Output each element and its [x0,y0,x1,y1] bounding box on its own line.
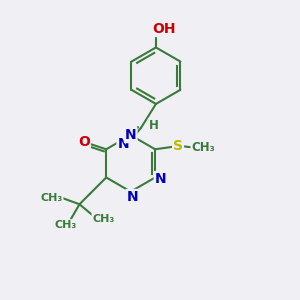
Text: O: O [78,135,90,149]
Text: H: H [148,119,158,132]
Text: N: N [117,137,129,151]
Text: N: N [126,190,138,204]
Text: N: N [125,128,136,142]
Text: CH₃: CH₃ [40,193,63,203]
Text: N: N [155,172,166,186]
Text: CH₃: CH₃ [92,214,115,224]
Text: S: S [173,139,183,153]
Text: CH₃: CH₃ [55,220,77,230]
Text: OH: OH [152,22,176,36]
Text: CH₃: CH₃ [191,141,215,154]
